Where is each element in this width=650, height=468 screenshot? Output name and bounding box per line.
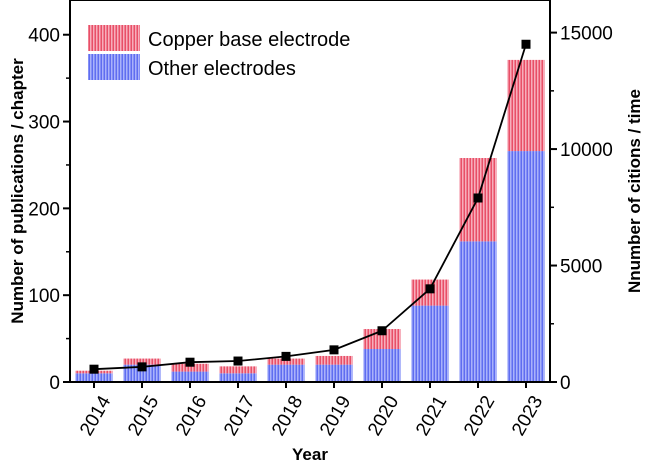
bar-other-2020 xyxy=(363,349,401,382)
legend: Copper base electrode Other electrodes xyxy=(88,25,350,80)
bar-other-2023 xyxy=(507,151,545,382)
legend-swatch-other xyxy=(88,54,140,80)
bar-other-2015 xyxy=(123,364,161,382)
y-tick-label: 400 xyxy=(28,26,60,47)
plot-frame xyxy=(69,0,551,383)
x-axis-title: Year xyxy=(292,445,328,464)
citation-point-2021 xyxy=(425,284,435,294)
citation-line-group xyxy=(89,39,531,374)
x-tick-label: 2014 xyxy=(76,392,116,439)
citation-point-2015 xyxy=(137,362,147,372)
y-tick-label: 300 xyxy=(28,113,60,134)
bar-other-2019 xyxy=(315,364,353,382)
x-tick-label: 2017 xyxy=(220,392,259,439)
citation-point-2023 xyxy=(521,39,531,49)
citation-point-2019 xyxy=(329,345,339,355)
y2-axis-title: Nnumber of citions / time xyxy=(625,89,644,293)
x-tick-label: 2021 xyxy=(412,392,451,439)
bar-other-2021 xyxy=(411,305,449,382)
y-axis-title: Number of publications / chapter xyxy=(8,58,27,324)
y2-tick-label: 10000 xyxy=(560,140,613,161)
bar-other-2017 xyxy=(219,373,257,382)
y-tick-label: 100 xyxy=(28,286,60,307)
bar-copper-2023 xyxy=(507,59,545,152)
citation-point-2022 xyxy=(473,193,483,203)
citation-point-2014 xyxy=(89,364,99,374)
bar-copper-2018 xyxy=(267,358,305,365)
x-tick-label: 2020 xyxy=(364,392,403,439)
x-tick-label: 2023 xyxy=(508,392,547,439)
bar-copper-2017 xyxy=(219,366,257,374)
citation-point-2020 xyxy=(377,326,387,336)
bar-other-2018 xyxy=(267,364,305,382)
y2-tick-label: 0 xyxy=(560,373,571,394)
citation-point-2016 xyxy=(185,357,195,367)
bar-copper-2019 xyxy=(315,355,353,365)
bars xyxy=(75,59,545,382)
legend-swatch-copper xyxy=(88,25,140,51)
citation-line xyxy=(93,43,527,371)
x-axis-ticks: 2014 2015 2016 2017 2018 2019 2020 2021 2022 2023 xyxy=(76,382,547,440)
citation-point-2017 xyxy=(233,356,243,366)
y-tick-label: 200 xyxy=(28,199,60,220)
bar-other-2014 xyxy=(75,373,113,382)
legend-label-other: Other electrodes xyxy=(148,58,296,80)
x-tick-label: 2022 xyxy=(460,392,499,439)
left-axis-ticks: 0 100 200 300 400 xyxy=(28,26,70,394)
bar-other-2016 xyxy=(171,371,209,382)
bar-other-2022 xyxy=(459,241,497,382)
x-tick-label: 2018 xyxy=(268,392,307,439)
bar-copper-2015 xyxy=(123,358,161,365)
citation-point-2018 xyxy=(281,351,291,361)
y2-tick-label: 15000 xyxy=(560,24,613,45)
legend-label-copper: Copper base electrode xyxy=(148,29,350,51)
x-tick-label: 2019 xyxy=(316,392,355,439)
bar-copper-2016 xyxy=(171,363,209,372)
y2-tick-label: 5000 xyxy=(560,257,602,278)
y-tick-label: 0 xyxy=(49,373,60,394)
x-tick-label: 2016 xyxy=(172,392,211,439)
x-tick-label: 2015 xyxy=(124,392,163,439)
right-axis-ticks: 0 5000 10000 15000 xyxy=(550,24,613,394)
